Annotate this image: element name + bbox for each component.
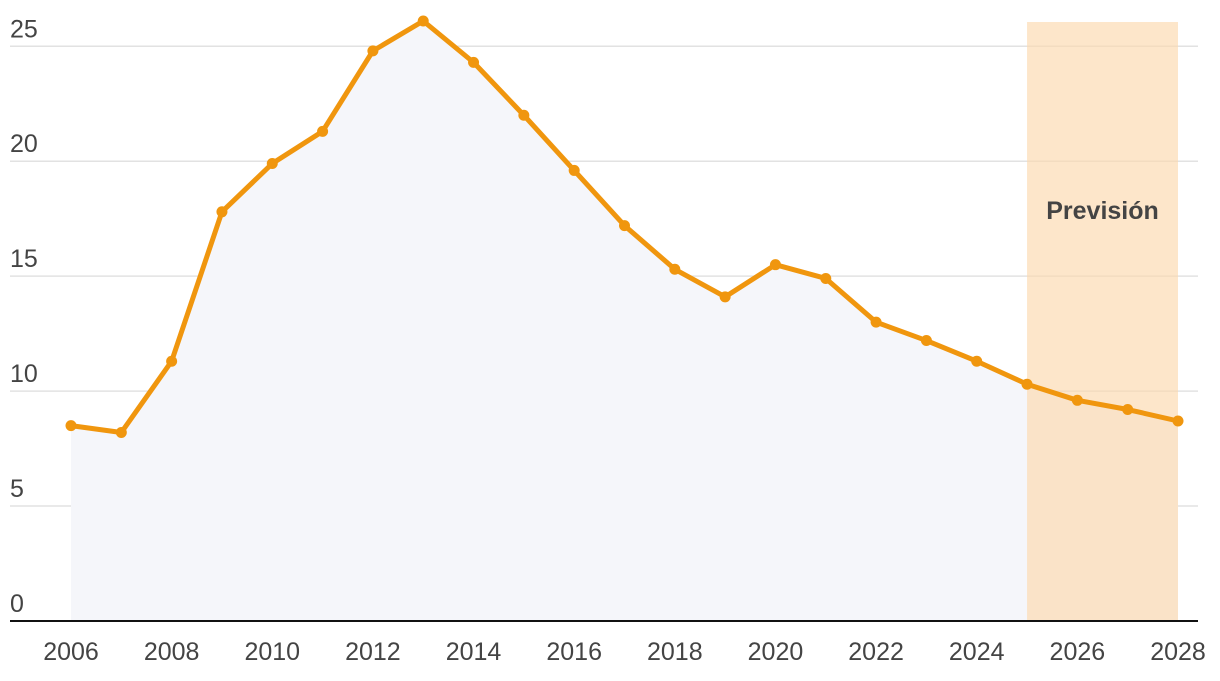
y-tick-label: 5 (10, 475, 24, 503)
x-tick-label: 2010 (244, 638, 300, 666)
x-tick-label: 2006 (43, 638, 99, 666)
y-tick-label: 10 (10, 360, 38, 388)
y-tick-label: 15 (10, 245, 38, 273)
point (266, 158, 278, 170)
x-tick-label: 2012 (345, 638, 401, 666)
point (417, 15, 429, 27)
point (769, 259, 781, 271)
point (115, 426, 127, 438)
x-tick-label: 2022 (848, 638, 904, 666)
point (619, 220, 630, 232)
x-tick-label: 2028 (1150, 638, 1206, 666)
forecast-label: Previsión (1046, 197, 1159, 225)
point (669, 263, 681, 275)
point (367, 45, 379, 57)
point (1122, 404, 1134, 416)
point (1172, 415, 1184, 427)
point (719, 291, 731, 303)
point (65, 420, 77, 432)
point (820, 272, 832, 284)
point (1071, 394, 1083, 406)
point (920, 335, 932, 347)
point (166, 355, 178, 367)
x-tick-label: 2016 (546, 638, 602, 666)
y-tick-label: 0 (10, 590, 24, 618)
point (870, 316, 882, 328)
point (518, 109, 530, 121)
x-tick-label: 2014 (446, 638, 502, 666)
forecast-band (1027, 22, 1178, 621)
x-tick-label: 2018 (647, 638, 703, 666)
y-tick-label: 25 (10, 15, 38, 43)
point (1021, 378, 1033, 390)
x-tick-label: 2020 (748, 638, 804, 666)
point (971, 355, 983, 367)
x-tick-label: 2024 (949, 638, 1005, 666)
point (216, 206, 228, 218)
point (317, 125, 329, 137)
x-tick-label: 2026 (1050, 638, 1106, 666)
point (468, 56, 480, 68)
x-tick-label: 2008 (144, 638, 200, 666)
area (71, 21, 1178, 621)
point (568, 164, 580, 176)
y-tick-label: 20 (10, 130, 38, 158)
